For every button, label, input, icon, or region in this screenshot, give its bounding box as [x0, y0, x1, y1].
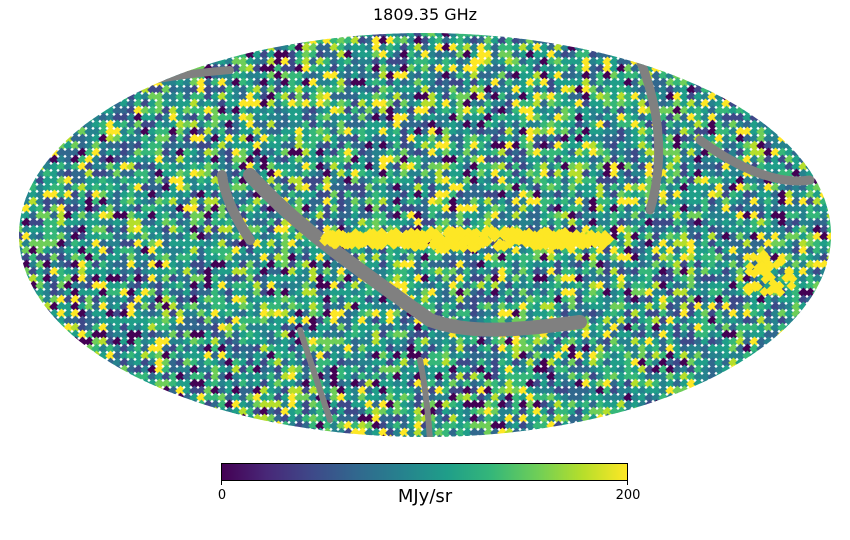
colorbar-unit-label: MJy/sr	[397, 486, 453, 507]
masked-band	[217, 170, 255, 245]
masked-band	[297, 327, 333, 423]
galactic-plane-emission	[319, 225, 798, 298]
masked-band	[417, 357, 433, 437]
colorbar-max-tick	[627, 481, 628, 485]
colorbar-min-tick	[221, 481, 222, 485]
masked-regions	[86, 55, 815, 437]
map-title: 1809.35 GHz	[372, 5, 478, 24]
colorbar	[221, 463, 628, 481]
masked-band	[695, 135, 815, 186]
colorbar-min-label: 0	[217, 488, 227, 503]
colorbar-max-label: 200	[615, 488, 641, 503]
masked-band	[243, 168, 587, 337]
masked-band	[635, 55, 664, 215]
